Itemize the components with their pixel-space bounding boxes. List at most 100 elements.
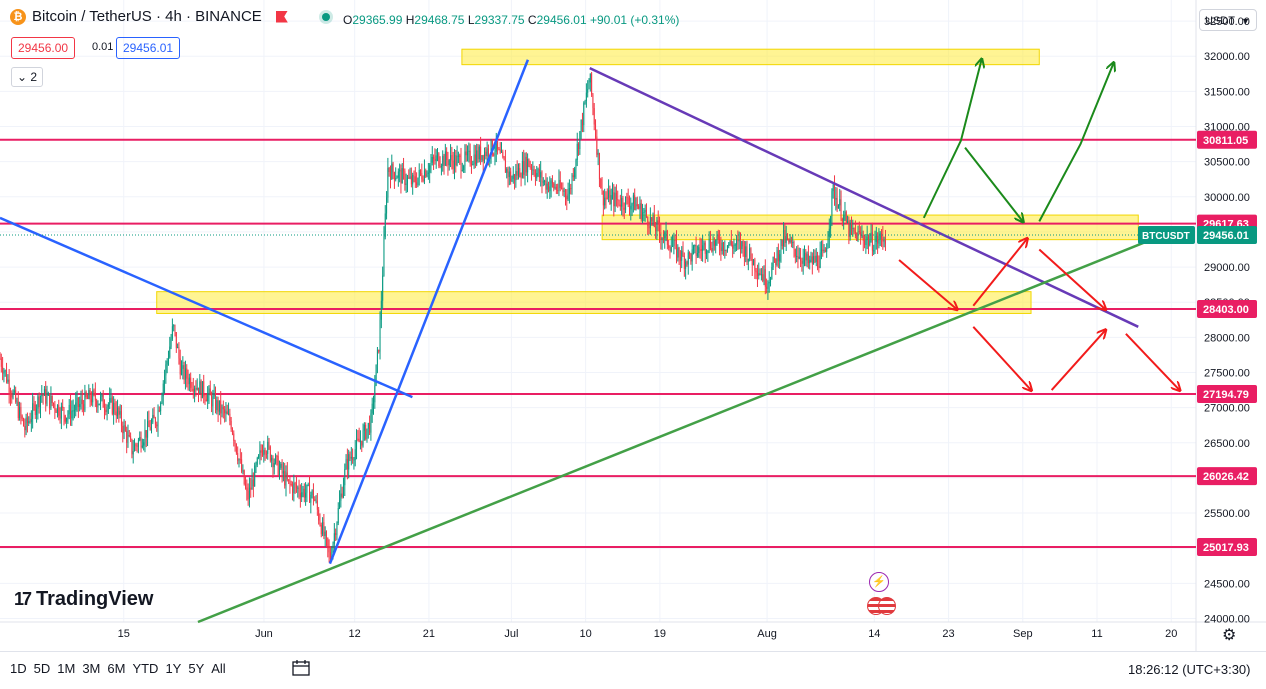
level-price-badge [1197, 537, 1257, 556]
indicators-toggle[interactable]: ⌄ 2 [11, 67, 43, 87]
candle [669, 248, 671, 252]
candle [485, 151, 487, 157]
candle [822, 249, 824, 252]
candle [54, 404, 56, 411]
period-1y[interactable]: 1Y [165, 661, 182, 676]
candle [606, 197, 608, 199]
candle [690, 253, 692, 262]
candle [673, 240, 675, 246]
arrows [898, 60, 1179, 390]
candle [303, 488, 305, 498]
candle [431, 156, 433, 163]
candle [186, 368, 188, 379]
candle [487, 148, 489, 158]
candle [643, 212, 645, 214]
price-tick-label: 31000.00 [1204, 122, 1250, 134]
candle [839, 199, 841, 206]
candle [183, 365, 185, 380]
period-1d[interactable]: 1D [10, 661, 27, 676]
candle [25, 417, 27, 431]
candle [379, 319, 381, 352]
candle [585, 92, 587, 102]
candle [365, 424, 367, 439]
candle [406, 177, 408, 184]
candle [447, 159, 449, 166]
candle [76, 397, 78, 403]
bitcoin-icon: ₿ [10, 8, 26, 25]
candle [254, 465, 256, 487]
candle [570, 188, 572, 190]
gear-icon[interactable]: ⚙ [1222, 627, 1237, 644]
time-tick-label: 21 [423, 628, 435, 640]
candle [734, 244, 736, 246]
candle [717, 234, 719, 240]
candle [73, 410, 75, 412]
candle [335, 533, 337, 535]
time-tick-label: Jul [504, 628, 518, 640]
candle [834, 184, 836, 200]
level-price-label: 26026.42 [1203, 471, 1249, 483]
candle [264, 449, 266, 454]
period-3m[interactable]: 3M [82, 661, 101, 676]
candle [614, 192, 616, 207]
candle [290, 484, 292, 486]
period-5y[interactable]: 5Y [188, 661, 205, 676]
candle [777, 250, 779, 262]
candle [269, 446, 271, 461]
candle [664, 232, 666, 239]
candle [574, 168, 576, 178]
time-axis: 15 Jun 12 21 Jul 10 19 Aug 14 23 Sep 11 20 [118, 628, 1178, 640]
level-price-badge [1197, 130, 1257, 149]
period-1m[interactable]: 1M [57, 661, 76, 676]
candle [353, 459, 355, 461]
time-tick-label: Sep [1013, 628, 1033, 640]
candle [337, 508, 339, 523]
candle [386, 197, 388, 214]
period-all[interactable]: All [211, 661, 226, 676]
level-price-badge [1197, 467, 1257, 486]
candle [346, 458, 348, 470]
candle [437, 153, 439, 156]
candle [408, 177, 410, 179]
candle [755, 270, 757, 273]
candle [201, 381, 203, 399]
price-tick-label: 24000.00 [1204, 613, 1250, 625]
tradingview-logo: 17 TradingView [14, 588, 153, 611]
clock[interactable]: 18:26:12 (UTC+3:30) [1128, 662, 1251, 677]
symbol-title[interactable]: ₿ Bitcoin / TetherUS · 4h · BINANCE [10, 8, 330, 25]
candle [224, 409, 226, 414]
chart-header: ₿ Bitcoin / TetherUS · 4h · BINANCE O293… [0, 0, 1196, 36]
period-ytd[interactable]: YTD [132, 661, 159, 676]
price-levels [0, 138, 1196, 548]
candle [698, 247, 700, 254]
candle [490, 140, 492, 158]
sell-button[interactable]: 29456.00 [11, 37, 76, 59]
buy-button[interactable]: 29456.01 [116, 37, 181, 59]
candles [0, 71, 886, 563]
candle [502, 151, 504, 157]
candle [713, 240, 715, 246]
candle [832, 184, 834, 192]
candle [332, 543, 334, 556]
trendline [328, 59, 530, 565]
candle [128, 434, 130, 437]
candle [272, 457, 274, 468]
currency-select[interactable]: USDT ▼ [1199, 9, 1257, 31]
candle [739, 240, 741, 250]
candle [226, 411, 228, 415]
candle [396, 177, 398, 179]
calendar-icon[interactable] [292, 660, 310, 676]
us-events-icon[interactable] [867, 597, 901, 615]
candle [598, 153, 600, 179]
candle [33, 403, 35, 405]
period-5d[interactable]: 5D [33, 661, 51, 676]
period-6m[interactable]: 6M [107, 661, 126, 676]
flag-icon[interactable] [275, 10, 288, 23]
candle [682, 250, 684, 256]
trendline [0, 216, 413, 399]
lightning-event-icon[interactable]: ⚡ [869, 572, 889, 592]
candle [446, 151, 448, 160]
candle [558, 179, 560, 191]
candle [156, 424, 158, 427]
